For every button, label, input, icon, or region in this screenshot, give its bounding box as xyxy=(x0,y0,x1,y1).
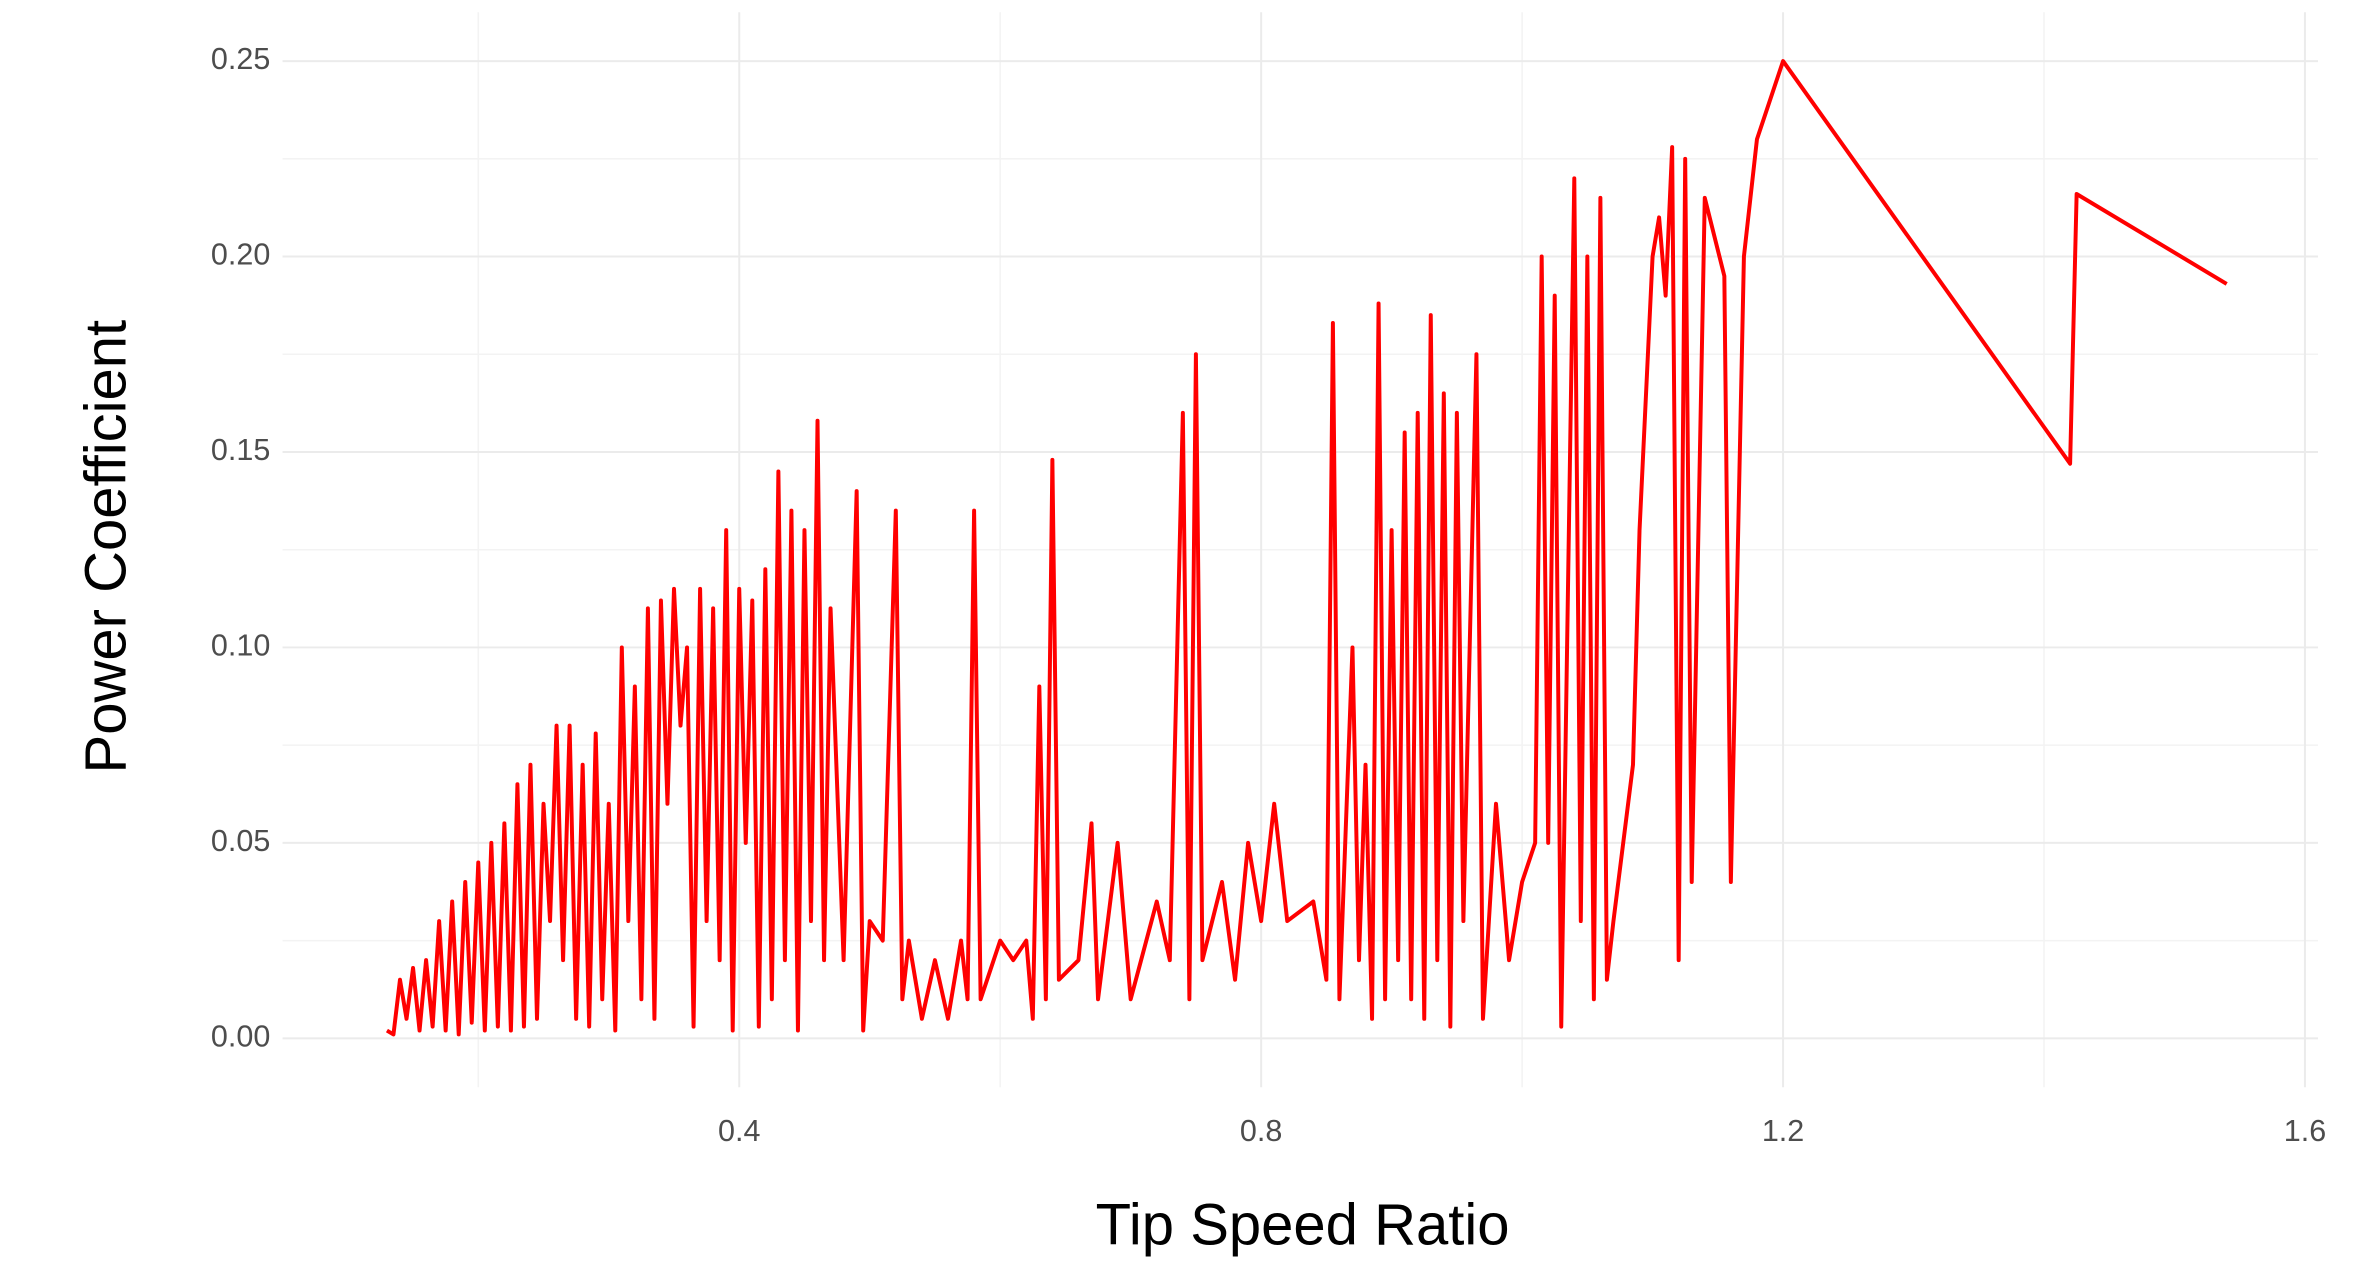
data-line xyxy=(385,59,2228,1037)
y-tick-label: 0.25 xyxy=(211,42,270,76)
x-tick-label: 0.8 xyxy=(1240,1114,1282,1148)
y-tick-label: 0.20 xyxy=(211,238,270,272)
x-axis-title: Tip Speed Ratio xyxy=(1096,1193,1510,1258)
y-tick-label: 0.15 xyxy=(211,433,270,467)
y-tick-label: 0.00 xyxy=(211,1019,270,1053)
x-tick-label: 1.6 xyxy=(2284,1114,2326,1148)
y-axis-title: Power Coefficient xyxy=(73,320,138,774)
x-tick-label: 1.2 xyxy=(1762,1114,1804,1148)
y-tick-label: 0.05 xyxy=(211,824,270,858)
y-tick-label: 0.10 xyxy=(211,628,270,662)
x-tick-label: 0.4 xyxy=(718,1114,760,1148)
